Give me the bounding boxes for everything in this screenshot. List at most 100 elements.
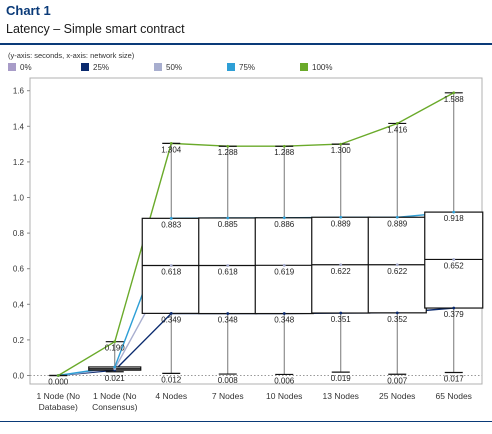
legend-item: 0% xyxy=(8,63,32,75)
legend-item: 75% xyxy=(227,63,255,75)
series-point-50% xyxy=(452,258,456,261)
series-point-75% xyxy=(169,216,173,220)
legend-swatch xyxy=(227,63,235,71)
data-label-min: 0.000 xyxy=(48,378,69,387)
series-point-100% xyxy=(282,144,286,148)
axis-note: (y-axis: seconds, x-axis: network size) xyxy=(8,51,135,60)
x-category-label: 1 Node (No xyxy=(93,391,137,401)
data-label-median: 0.619 xyxy=(274,267,295,276)
y-tick-label: 0.6 xyxy=(13,265,25,274)
data-label-median: 0.622 xyxy=(331,267,352,276)
data-label-max: 1.588 xyxy=(444,95,465,104)
legend-swatch xyxy=(300,63,308,71)
data-label-median: 0.622 xyxy=(387,267,408,276)
data-label-q3: 0.889 xyxy=(331,219,352,228)
series-point-25% xyxy=(226,312,230,315)
data-label-q3: 0.918 xyxy=(444,214,465,223)
data-label-q1: 0.348 xyxy=(218,316,239,325)
data-label-q3: 0.889 xyxy=(387,219,408,228)
legend-item: 50% xyxy=(154,63,182,75)
series-point-100% xyxy=(226,144,230,148)
data-label-min: 0.019 xyxy=(331,374,352,383)
legend-swatch xyxy=(154,63,162,71)
data-label-q1: 0.352 xyxy=(387,315,408,324)
series-point-25% xyxy=(452,306,456,310)
legend-label: 50% xyxy=(166,63,183,72)
legend-label: 0% xyxy=(20,63,32,72)
data-label-q3: 0.883 xyxy=(161,220,182,229)
series-point-50% xyxy=(282,263,286,267)
series-point-100% xyxy=(339,142,343,146)
legend-label: 75% xyxy=(239,63,256,72)
series-point-50% xyxy=(226,264,230,267)
x-category-label: 4 Nodes xyxy=(155,391,187,401)
series-point-100% xyxy=(395,122,399,125)
chart-number: Chart 1 xyxy=(6,3,51,18)
y-tick-label: 1.0 xyxy=(13,194,25,203)
series-point-75% xyxy=(339,215,343,219)
y-tick-label: 0.0 xyxy=(13,372,25,381)
legend-swatch xyxy=(8,63,16,71)
data-label-max: 0.190 xyxy=(105,344,126,353)
x-category-label: 25 Nodes xyxy=(379,391,415,401)
y-tick-label: 0.8 xyxy=(13,229,25,238)
series-point-75% xyxy=(113,365,117,369)
data-label-q3: 0.885 xyxy=(218,220,239,229)
x-category-label: Consensus) xyxy=(92,402,138,412)
data-label-min: 0.006 xyxy=(274,376,295,385)
x-category-label: 1 Node (No xyxy=(37,391,81,401)
series-point-100% xyxy=(56,374,60,377)
data-label-q1: 0.379 xyxy=(444,310,465,319)
data-label-min: 0.007 xyxy=(387,376,408,385)
y-tick-label: 0.2 xyxy=(13,336,25,345)
x-category-label: 65 Nodes xyxy=(436,391,472,401)
legend-swatch xyxy=(81,63,89,71)
y-tick-label: 0.4 xyxy=(13,300,25,309)
data-label-q1: 0.349 xyxy=(161,315,182,324)
data-label-max: 1.288 xyxy=(274,148,295,157)
y-tick-label: 1.4 xyxy=(13,122,25,131)
series-point-50% xyxy=(169,264,173,267)
series-point-25% xyxy=(339,311,343,315)
x-category-label: 10 Nodes xyxy=(266,391,302,401)
bottom-rule xyxy=(0,421,492,422)
series-point-100% xyxy=(113,340,117,344)
series-point-75% xyxy=(226,216,230,220)
series-point-25% xyxy=(169,311,173,315)
data-label-q3: 0.886 xyxy=(274,220,295,229)
data-label-max: 1.416 xyxy=(387,125,408,134)
y-tick-label: 1.6 xyxy=(13,87,25,96)
series-point-50% xyxy=(339,263,343,267)
y-tick-label: 1.2 xyxy=(13,158,25,167)
series-point-25% xyxy=(395,311,399,315)
x-category-label: 7 Nodes xyxy=(212,391,244,401)
data-label-min: 0.008 xyxy=(218,376,239,385)
x-category-label: 13 Nodes xyxy=(323,391,359,401)
data-label-q1: 0.351 xyxy=(331,315,352,324)
data-label-min: 0.021 xyxy=(105,374,126,383)
data-label-max: 1.300 xyxy=(331,146,352,155)
series-line-100% xyxy=(57,92,455,377)
series-point-75% xyxy=(282,216,286,220)
data-label-median: 0.618 xyxy=(161,267,182,276)
series-point-100% xyxy=(169,141,173,145)
series-point-75% xyxy=(395,215,399,219)
legend-item: 25% xyxy=(81,63,109,75)
x-category-label: Database) xyxy=(39,402,78,412)
series-point-50% xyxy=(395,263,399,267)
series-point-75% xyxy=(452,210,456,214)
legend-label: 100% xyxy=(312,63,333,72)
legend-item: 100% xyxy=(300,63,332,75)
data-label-max: 1.304 xyxy=(161,145,182,154)
series-point-25% xyxy=(282,312,286,315)
title-rule xyxy=(0,43,492,45)
chart-title: Latency – Simple smart contract xyxy=(6,22,185,36)
data-label-median: 0.618 xyxy=(218,267,239,276)
data-label-max: 1.288 xyxy=(218,148,239,157)
data-label-median: 0.652 xyxy=(444,261,465,270)
series-point-100% xyxy=(452,91,456,95)
legend-label: 25% xyxy=(93,63,110,72)
data-label-min: 0.017 xyxy=(444,374,465,383)
data-label-min: 0.012 xyxy=(161,375,182,384)
